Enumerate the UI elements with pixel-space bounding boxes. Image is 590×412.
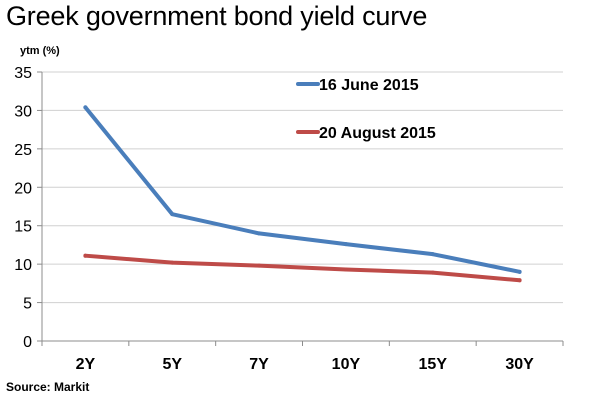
- y-tick-label: 0: [23, 334, 32, 351]
- data-point: [517, 269, 522, 274]
- y-tick-label: 25: [14, 142, 32, 159]
- data-point: [430, 252, 435, 257]
- y-tick-label: 10: [14, 257, 32, 274]
- data-point: [257, 231, 262, 236]
- data-point: [430, 270, 435, 275]
- axes: [37, 71, 564, 346]
- data-point: [343, 242, 348, 247]
- data-point: [170, 212, 175, 217]
- source-note: Source: Markit: [6, 380, 90, 394]
- data-point: [83, 253, 88, 258]
- y-tick-label: 20: [14, 180, 32, 197]
- x-tick-label: 2Y: [76, 356, 96, 373]
- y-tick-labels: 0 5 10 15 20 25 30 35: [14, 65, 32, 351]
- chart-title: Greek government bond yield curve: [6, 1, 428, 31]
- x-tick-label: 5Y: [162, 356, 182, 373]
- x-tick-label: 30Y: [505, 356, 534, 373]
- x-tick-label: 10Y: [332, 356, 361, 373]
- legend-label: 20 August 2015: [319, 125, 436, 142]
- y-tick-label: 5: [23, 296, 32, 313]
- data-point: [257, 263, 262, 268]
- y-tick-label: 30: [14, 103, 32, 120]
- legend-label: 16 June 2015: [319, 77, 419, 94]
- y-tick-label: 35: [14, 65, 32, 82]
- data-point: [170, 260, 175, 265]
- x-tick-label: 7Y: [249, 356, 269, 373]
- x-tick-labels: 2Y 5Y 7Y 10Y 15Y 30Y: [76, 356, 535, 373]
- legend: 16 June 2015 20 August 2015: [296, 77, 436, 142]
- series-line-2: [83, 253, 522, 283]
- data-point: [343, 267, 348, 272]
- x-tick-label: 15Y: [419, 356, 448, 373]
- series-lines: [83, 105, 522, 283]
- data-point: [83, 105, 88, 110]
- y-tick-label: 15: [14, 219, 32, 236]
- series-line-1: [83, 105, 522, 274]
- gridlines: [42, 71, 563, 304]
- data-point: [517, 278, 522, 283]
- y-axis-label: ytm (%): [20, 45, 60, 57]
